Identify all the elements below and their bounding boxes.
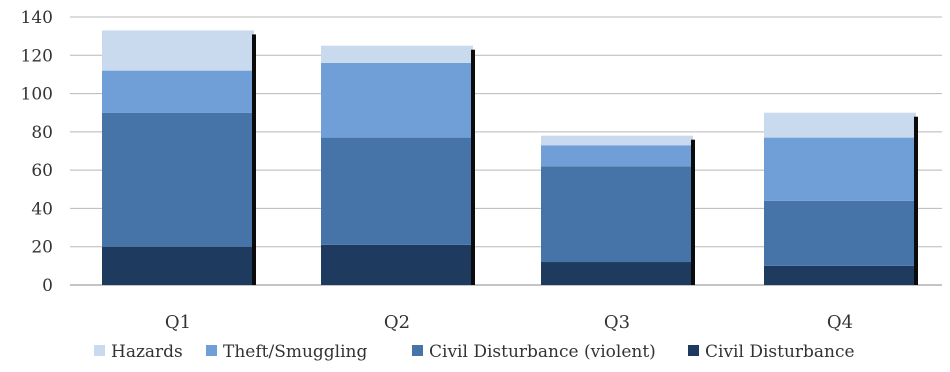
- legend-label: Hazards: [111, 342, 183, 362]
- bar-segment-civil-disturbance-q1: [102, 246, 254, 285]
- bar-segment-hazards-q3: [541, 135, 693, 146]
- legend-label: Civil Disturbance: [705, 342, 855, 362]
- y-tick-label: 20: [31, 238, 53, 258]
- bar-group-q1: [102, 30, 256, 286]
- legend-label: Theft/Smuggling: [223, 342, 368, 362]
- legend-swatch: [412, 345, 423, 356]
- legend-item-theft-smuggling: Theft/Smuggling: [206, 342, 368, 362]
- bar-segment-hazards-q1: [102, 30, 254, 71]
- bar-edge-q3: [691, 139, 695, 285]
- bar-segment-hazards-q2: [321, 45, 473, 63]
- bar-segment-civil-disturbance-violent--q4: [764, 200, 916, 266]
- bar-segment-civil-disturbance-violent--q1: [102, 112, 254, 247]
- bar-group-q2: [321, 45, 475, 285]
- y-tick-label: 60: [31, 161, 53, 181]
- bar-edge-q2: [471, 49, 475, 285]
- bar-segment-theft-smuggling-q2: [321, 62, 473, 138]
- legend: Hazards Theft/Smuggling Civil Disturbance …: [94, 342, 855, 362]
- x-axis-ticks: Q1 Q2 Q3 Q4: [165, 312, 853, 333]
- bar-segment-civil-disturbance-violent--q2: [321, 137, 473, 245]
- bar-segment-theft-smuggling-q4: [764, 137, 916, 201]
- bar-edge-q4: [914, 116, 918, 285]
- x-tick-label: Q3: [604, 312, 630, 333]
- x-tick-label: Q4: [827, 312, 853, 333]
- y-tick-label: 40: [31, 199, 53, 219]
- legend-swatch: [206, 345, 217, 356]
- bar-segment-hazards-q4: [764, 112, 916, 138]
- bar-group-q4: [764, 112, 918, 285]
- legend-item-civil-disturbance: Civil Disturbance: [688, 342, 855, 362]
- bar-segment-civil-disturbance-q2: [321, 244, 473, 285]
- bar-segment-civil-disturbance-q4: [764, 265, 916, 285]
- bars: [102, 30, 918, 286]
- bar-segment-civil-disturbance-q3: [541, 262, 693, 285]
- legend-item-hazards: Hazards: [94, 342, 183, 362]
- legend-swatch: [688, 345, 699, 356]
- x-tick-label: Q1: [165, 312, 191, 333]
- bar-group-q3: [541, 135, 695, 285]
- y-tick-label: 0: [42, 276, 53, 296]
- y-tick-label: 120: [21, 46, 53, 66]
- bar-edge-q1: [252, 34, 256, 286]
- bar-segment-theft-smuggling-q3: [541, 145, 693, 167]
- y-tick-label: 140: [21, 8, 53, 28]
- x-tick-label: Q2: [384, 312, 410, 333]
- bar-segment-theft-smuggling-q1: [102, 70, 254, 113]
- y-axis-ticks: 0 20 40 60 80 100 120 140: [21, 8, 53, 296]
- legend-swatch: [94, 345, 105, 356]
- y-tick-label: 80: [31, 123, 53, 143]
- legend-label: Civil Disturbance (violent): [429, 342, 656, 362]
- y-tick-label: 100: [21, 85, 53, 105]
- legend-item-civil-disturbance-violent-: Civil Disturbance (violent): [412, 342, 656, 362]
- bar-segment-civil-disturbance-violent--q3: [541, 166, 693, 263]
